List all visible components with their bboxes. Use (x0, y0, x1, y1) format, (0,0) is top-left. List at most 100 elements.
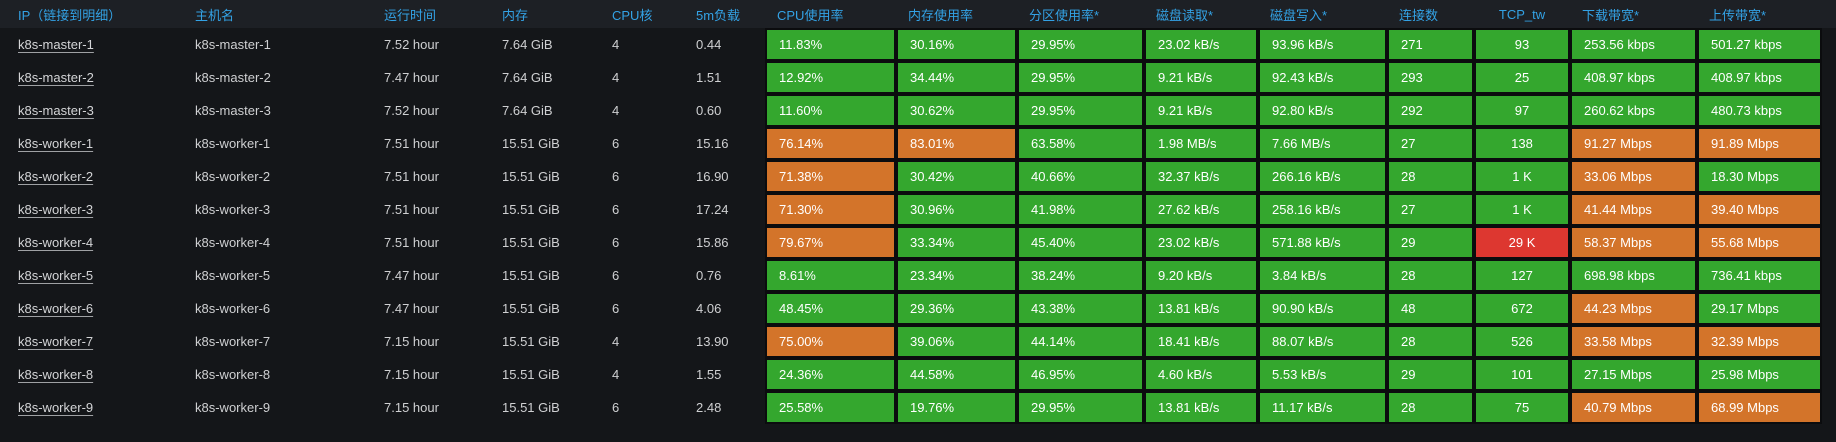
column-header-tcp_tw[interactable]: TCP_tw (1474, 0, 1570, 28)
cell-tcp_tw: 97 (1474, 94, 1570, 127)
column-header-hostname[interactable]: 主机名 (183, 0, 372, 28)
threshold-cell-cpu_usage: 12.92% (767, 63, 894, 92)
ip-link[interactable]: k8s-worker-2 (18, 169, 94, 184)
threshold-cell-partition_usage: 40.66% (1019, 162, 1142, 191)
ip-link[interactable]: k8s-worker-9 (18, 400, 94, 415)
cell-value: 7.47 hour (384, 268, 439, 283)
row-spacer (1822, 391, 1836, 424)
cell-value: 7.52 hour (384, 103, 439, 118)
cell-value: 48.45% (779, 301, 824, 316)
threshold-cell-connections: 28 (1389, 162, 1472, 191)
cell-value: 15.51 GiB (502, 334, 560, 349)
cell-ip: k8s-master-1 (0, 28, 183, 61)
cell-value: 25 (1514, 70, 1530, 85)
cell-download_bw: 253.56 kbps (1570, 28, 1697, 61)
cell-ip: k8s-worker-5 (0, 259, 183, 292)
threshold-cell-disk_write: 11.17 kB/s (1260, 393, 1385, 422)
cell-disk_read: 9.21 kB/s (1144, 94, 1258, 127)
cell-value: 15.51 GiB (502, 136, 560, 151)
column-header-partition_usage[interactable]: 分区使用率* (1017, 0, 1144, 28)
table-row: k8s-master-1 k8s-master-1 7.52 hour 7.64 Gi… (0, 28, 1836, 61)
ip-link[interactable]: k8s-master-3 (18, 103, 94, 118)
cell-value: 92.43 kB/s (1272, 70, 1334, 85)
threshold-cell-disk_read: 1.98 MB/s (1146, 129, 1256, 158)
cell-value: 90.90 kB/s (1272, 301, 1334, 316)
cell-load_5m: 15.16 (684, 127, 765, 160)
column-header-disk_read[interactable]: 磁盘读取* (1144, 0, 1258, 28)
cell-load_5m: 1.55 (684, 358, 765, 391)
cell-value: 40.66% (1031, 169, 1076, 184)
ip-link[interactable]: k8s-worker-1 (18, 136, 94, 151)
threshold-cell-upload_bw: 18.30 Mbps (1699, 162, 1820, 191)
cell-disk_write: 571.88 kB/s (1258, 226, 1387, 259)
cell-disk_read: 18.41 kB/s (1144, 325, 1258, 358)
row-spacer (1822, 292, 1836, 325)
threshold-cell-upload_bw: 501.27 kbps (1699, 30, 1820, 59)
threshold-cell-tcp_tw: 526 (1476, 327, 1568, 356)
cell-ip: k8s-worker-3 (0, 193, 183, 226)
table-body: k8s-master-1 k8s-master-1 7.52 hour 7.64 Gi… (0, 28, 1836, 424)
threshold-cell-download_bw: 44.23 Mbps (1572, 294, 1695, 323)
cell-disk_write: 90.90 kB/s (1258, 292, 1387, 325)
ip-link[interactable]: k8s-worker-7 (18, 334, 94, 349)
column-header-disk_write[interactable]: 磁盘写入* (1258, 0, 1387, 28)
cell-partition_usage: 41.98% (1017, 193, 1144, 226)
column-header-upload_bw[interactable]: 上传带宽* (1697, 0, 1822, 28)
cell-memory: 15.51 GiB (490, 193, 600, 226)
cell-value: 30.42% (910, 169, 955, 184)
threshold-cell-partition_usage: 46.95% (1019, 360, 1142, 389)
cell-upload_bw: 501.27 kbps (1697, 28, 1822, 61)
cell-cpu_cores: 6 (600, 292, 684, 325)
ip-link[interactable]: k8s-worker-5 (18, 268, 94, 283)
column-header-uptime[interactable]: 运行时间 (372, 0, 490, 28)
cell-value: 7.64 GiB (502, 37, 553, 52)
threshold-cell-partition_usage: 63.58% (1019, 129, 1142, 158)
cell-value: 0.76 (696, 268, 722, 283)
column-header-cpu_usage[interactable]: CPU使用率 (765, 0, 896, 28)
column-header-download_bw[interactable]: 下载带宽* (1570, 0, 1697, 28)
threshold-cell-connections: 29 (1389, 360, 1472, 389)
column-header-ip[interactable]: IP（链接到明细） (0, 0, 183, 28)
cell-value: 6 (612, 136, 620, 151)
threshold-cell-upload_bw: 91.89 Mbps (1699, 129, 1820, 158)
cell-memory: 15.51 GiB (490, 292, 600, 325)
ip-link[interactable]: k8s-worker-8 (18, 367, 94, 382)
ip-link[interactable]: k8s-worker-3 (18, 202, 94, 217)
cell-value: k8s-worker-4 (195, 235, 271, 250)
column-header-cpu_cores[interactable]: CPU核 (600, 0, 684, 28)
cell-value: 408.97 kbps (1711, 70, 1782, 85)
cell-value: 28 (1401, 169, 1416, 184)
ip-link[interactable]: k8s-master-1 (18, 37, 94, 52)
cell-ip: k8s-master-2 (0, 61, 183, 94)
cell-cpu_usage: 25.58% (765, 391, 896, 424)
cell-value: 13.81 kB/s (1158, 400, 1220, 415)
row-spacer (1822, 28, 1836, 61)
cell-upload_bw: 68.99 Mbps (1697, 391, 1822, 424)
cell-partition_usage: 45.40% (1017, 226, 1144, 259)
cell-value: 55.68 Mbps (1711, 235, 1779, 250)
cell-partition_usage: 29.95% (1017, 28, 1144, 61)
cell-connections: 48 (1387, 292, 1474, 325)
column-header-memory[interactable]: 内存 (490, 0, 600, 28)
ip-link[interactable]: k8s-master-2 (18, 70, 94, 85)
cell-value: 23.34% (910, 268, 955, 283)
cell-value: 7.51 hour (384, 235, 439, 250)
column-header-mem_usage[interactable]: 内存使用率 (896, 0, 1017, 28)
threshold-cell-disk_write: 266.16 kB/s (1260, 162, 1385, 191)
cell-value: 4 (612, 37, 620, 52)
column-header-connections[interactable]: 连接数 (1387, 0, 1474, 28)
threshold-cell-connections: 27 (1389, 195, 1472, 224)
cell-partition_usage: 63.58% (1017, 127, 1144, 160)
cell-value: 13.90 (696, 334, 729, 349)
threshold-cell-disk_write: 571.88 kB/s (1260, 228, 1385, 257)
cell-connections: 28 (1387, 160, 1474, 193)
cell-value: 41.44 Mbps (1584, 202, 1652, 217)
column-header-load_5m[interactable]: 5m负载 (684, 0, 765, 28)
table-row: k8s-master-3 k8s-master-3 7.52 hour 7.64 Gi… (0, 94, 1836, 127)
cell-download_bw: 408.97 kbps (1570, 61, 1697, 94)
cell-value: 29.95% (1031, 400, 1076, 415)
cell-cpu_cores: 6 (600, 193, 684, 226)
ip-link[interactable]: k8s-worker-6 (18, 301, 94, 316)
ip-link[interactable]: k8s-worker-4 (18, 235, 94, 250)
threshold-cell-disk_read: 23.02 kB/s (1146, 228, 1256, 257)
